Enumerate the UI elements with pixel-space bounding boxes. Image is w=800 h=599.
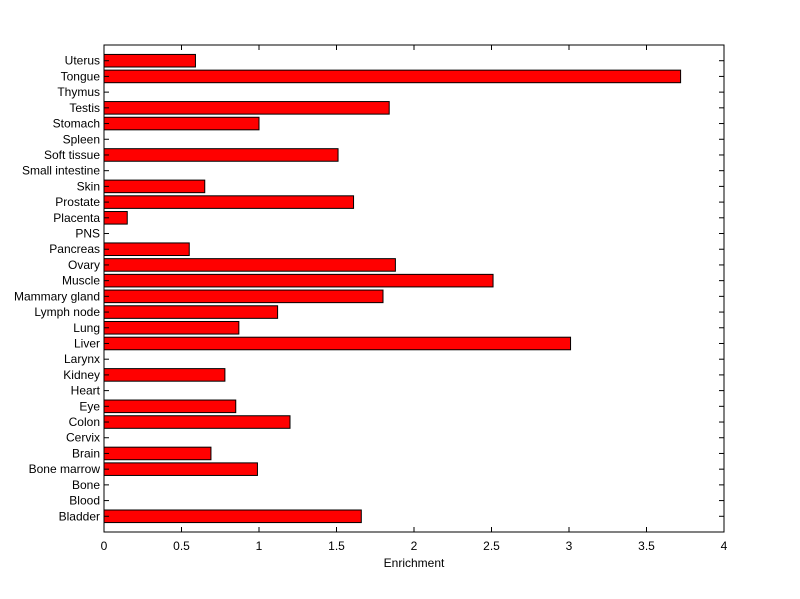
y-tick-label-muscle: Muscle bbox=[62, 274, 100, 288]
x-tick-label-3: 1.5 bbox=[328, 539, 345, 553]
y-tick-label-colon: Colon bbox=[69, 415, 100, 429]
bar-pancreas bbox=[103, 242, 190, 257]
bar-soft-tissue bbox=[103, 148, 339, 162]
x-tick-label-1: 0.5 bbox=[173, 539, 190, 553]
x-tick-label-2: 1 bbox=[256, 539, 263, 553]
y-tick-label-lung: Lung bbox=[73, 321, 100, 335]
y-tick-label-heart: Heart bbox=[71, 384, 101, 398]
y-tick-label-skin: Skin bbox=[77, 179, 100, 193]
y-tick-label-kidney: Kidney bbox=[63, 368, 100, 382]
x-tick-label-6: 3 bbox=[566, 539, 573, 553]
y-tick-label-cervix: Cervix bbox=[66, 431, 100, 445]
y-tick-label-placenta: Placenta bbox=[53, 211, 100, 225]
bar-prostate bbox=[103, 195, 355, 209]
y-tick-label-brain: Brain bbox=[72, 446, 100, 460]
bar-muscle bbox=[103, 273, 494, 288]
bar-tongue bbox=[103, 69, 682, 84]
plot-frame bbox=[103, 44, 725, 533]
x-tick-label-0: 0 bbox=[101, 539, 108, 553]
bar-eye bbox=[103, 399, 237, 414]
y-tick-label-blood: Blood bbox=[69, 494, 100, 508]
y-tick-label-uterus: Uterus bbox=[65, 54, 100, 68]
y-tick-label-larynx: Larynx bbox=[64, 352, 100, 366]
bar-brain bbox=[103, 446, 212, 461]
y-tick-label-bone: Bone bbox=[72, 478, 100, 492]
bar-testis bbox=[103, 101, 390, 115]
bar-colon bbox=[103, 415, 291, 429]
x-tick-label-8: 4 bbox=[721, 539, 728, 553]
x-tick-label-7: 3.5 bbox=[638, 539, 655, 553]
bar-mammary-gland bbox=[103, 289, 384, 304]
y-tick-label-bladder: Bladder bbox=[59, 509, 100, 523]
y-tick-label-spleen: Spleen bbox=[63, 132, 100, 146]
bar-liver bbox=[103, 336, 572, 351]
y-tick-label-bone-marrow: Bone marrow bbox=[29, 462, 101, 476]
y-tick-label-eye: Eye bbox=[79, 399, 100, 413]
y-tick-label-testis: Testis bbox=[69, 101, 100, 115]
y-tick-label-liver: Liver bbox=[74, 336, 100, 350]
bar-lung bbox=[103, 320, 240, 335]
y-tick-label-tongue: Tongue bbox=[61, 69, 101, 83]
bar-bone-marrow bbox=[103, 462, 258, 476]
bar-uterus bbox=[103, 53, 196, 68]
bar-ovary bbox=[103, 258, 396, 272]
bar-skin bbox=[103, 179, 206, 194]
y-tick-label-ovary: Ovary bbox=[68, 258, 100, 272]
y-tick-label-lymph-node: Lymph node bbox=[34, 305, 100, 319]
y-tick-label-small-intestine: Small intestine bbox=[22, 164, 100, 178]
y-tick-label-prostate: Prostate bbox=[55, 195, 100, 209]
y-tick-label-mammary-gland: Mammary gland bbox=[14, 289, 100, 303]
y-tick-label-pns: PNS bbox=[75, 227, 100, 241]
x-tick-label-5: 2.5 bbox=[483, 539, 500, 553]
bar-lymph-node bbox=[103, 305, 279, 319]
x-axis-title: Enrichment bbox=[384, 556, 445, 570]
y-tick-label-stomach: Stomach bbox=[53, 117, 100, 131]
y-tick-label-soft-tissue: Soft tissue bbox=[44, 148, 100, 162]
bar-kidney bbox=[103, 368, 226, 382]
bar-stomach bbox=[103, 116, 260, 131]
y-tick-label-pancreas: Pancreas bbox=[49, 242, 100, 256]
bar-bladder bbox=[103, 509, 362, 524]
x-tick-label-4: 2 bbox=[411, 539, 418, 553]
y-tick-label-thymus: Thymus bbox=[57, 85, 100, 99]
